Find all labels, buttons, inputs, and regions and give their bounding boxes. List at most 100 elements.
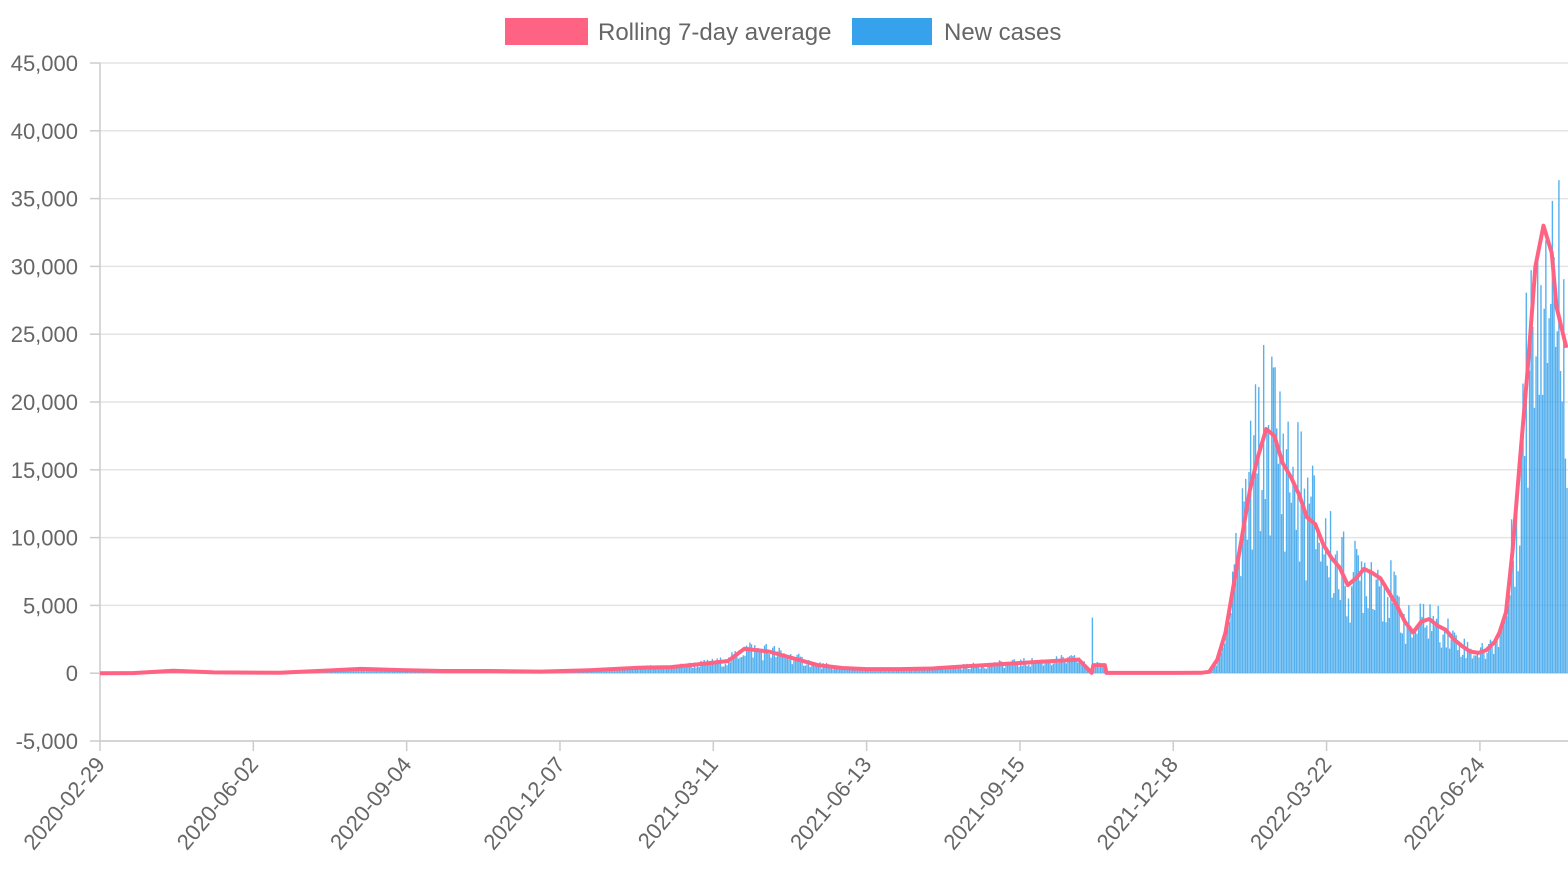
new-cases-bar: [357, 669, 360, 674]
x-tick-label: 2022-06-24: [1398, 752, 1489, 854]
new-cases-bar: [1548, 318, 1550, 674]
new-cases-bar: [1452, 630, 1454, 674]
new-cases-bar: [940, 668, 942, 674]
new-cases-bar: [1445, 647, 1448, 674]
new-cases-bar: [1460, 656, 1462, 674]
new-cases-bar: [873, 669, 875, 674]
new-cases-bar: [1284, 551, 1286, 674]
new-cases-bar: [584, 671, 586, 674]
new-cases-bar: [1279, 391, 1281, 674]
new-cases-bar: [781, 654, 784, 674]
new-cases-bar: [1063, 660, 1066, 674]
new-cases-bar: [799, 656, 802, 674]
new-cases-bar: [737, 658, 740, 674]
new-cases-bar: [1233, 564, 1236, 674]
new-cases-bar: [1302, 501, 1304, 674]
new-cases-bar: [1223, 643, 1226, 674]
new-cases-bar: [972, 662, 975, 674]
new-cases-bar: [1073, 655, 1076, 674]
new-cases-bar: [1413, 634, 1415, 674]
new-cases-bar: [1259, 531, 1262, 674]
new-cases-bar: [1015, 665, 1017, 674]
new-cases-bar: [1303, 488, 1306, 674]
legend-swatch-new-cases[interactable]: [852, 18, 932, 45]
new-cases-bar: [726, 665, 728, 674]
new-cases-bar: [749, 642, 751, 674]
x-tick-label: 2020-12-07: [478, 752, 569, 854]
new-cases-bar: [589, 671, 591, 674]
new-cases-bar: [1391, 602, 1394, 674]
legend-label-rolling-average[interactable]: Rolling 7-day average: [598, 19, 831, 46]
new-cases-bar: [1338, 589, 1340, 674]
new-cases-bar: [1034, 664, 1037, 674]
new-cases-bar: [1525, 292, 1527, 674]
new-cases-bar: [1341, 537, 1343, 674]
new-cases-bar: [1220, 652, 1222, 674]
new-cases-bar: [961, 669, 963, 674]
new-cases-bar: [1354, 540, 1356, 674]
new-cases-bar: [692, 667, 694, 674]
new-cases-bar: [1561, 401, 1563, 674]
new-cases-bar: [837, 666, 839, 674]
new-cases-bar: [1300, 431, 1302, 674]
x-tick-label: 2021-12-18: [1092, 752, 1183, 854]
new-cases-bar: [1426, 625, 1428, 674]
new-cases-bar: [1388, 617, 1390, 674]
new-cases-bar: [902, 669, 904, 674]
new-cases-bar: [615, 670, 617, 674]
new-cases-bar: [796, 654, 798, 674]
new-cases-bar: [1422, 603, 1425, 674]
new-cases-bar: [993, 662, 996, 674]
new-cases-bar: [1075, 661, 1077, 674]
legend-swatch-rolling-average[interactable]: [505, 18, 588, 45]
legend-label-new-cases[interactable]: New cases: [944, 19, 1061, 46]
new-cases-bar: [1333, 593, 1335, 674]
new-cases-bar: [1396, 595, 1399, 674]
new-cases-bar: [716, 658, 718, 674]
new-cases-bar: [1261, 490, 1263, 674]
new-cases-bar: [1240, 576, 1242, 674]
new-cases-bar: [1016, 664, 1019, 674]
new-cases-bar: [693, 662, 696, 674]
new-cases-bar: [346, 671, 348, 674]
new-cases-bar: [1094, 667, 1097, 674]
new-cases-bar: [701, 661, 704, 674]
new-cases-bar: [1262, 344, 1265, 674]
new-cases-bar: [745, 645, 748, 674]
new-cases-bar: [1078, 657, 1081, 674]
new-cases-bar: [1393, 571, 1395, 674]
new-cases-bar: [1099, 663, 1102, 674]
new-cases-bar: [1323, 554, 1325, 674]
new-cases-bar: [1510, 519, 1513, 674]
new-cases-bar: [685, 666, 687, 674]
new-cases-bar: [900, 670, 903, 674]
new-cases-bar: [1013, 659, 1015, 674]
new-cases-bar: [1488, 643, 1490, 674]
new-cases-bar: [966, 663, 968, 674]
new-cases-bar: [1556, 331, 1558, 674]
new-cases-bar: [838, 666, 841, 674]
new-cases-bar: [633, 666, 635, 674]
new-cases-bar: [1403, 614, 1405, 674]
new-cases-bar: [804, 665, 807, 674]
new-cases-bar: [987, 663, 989, 674]
new-cases-bar: [742, 655, 745, 674]
new-cases-bar: [1050, 665, 1053, 674]
new-cases-bar: [933, 667, 935, 674]
new-cases-bar: [930, 669, 932, 674]
new-cases-bar: [1091, 617, 1094, 674]
new-cases-bar: [1566, 487, 1568, 674]
new-cases-bar: [923, 669, 926, 674]
new-cases-bar: [1230, 613, 1232, 674]
x-tick-label: 2021-06-13: [785, 752, 876, 854]
new-cases-bar: [1442, 634, 1444, 674]
new-cases-bar: [971, 664, 973, 674]
new-cases-bar: [853, 668, 855, 674]
legend[interactable]: Rolling 7-day average New cases: [505, 18, 1061, 46]
new-cases-bar: [1231, 571, 1234, 674]
new-cases-bar: [786, 658, 789, 674]
new-cases-bar: [1055, 656, 1058, 674]
new-cases-bar: [700, 660, 702, 674]
new-cases-bar: [1021, 665, 1023, 674]
new-cases-bar: [982, 666, 984, 674]
